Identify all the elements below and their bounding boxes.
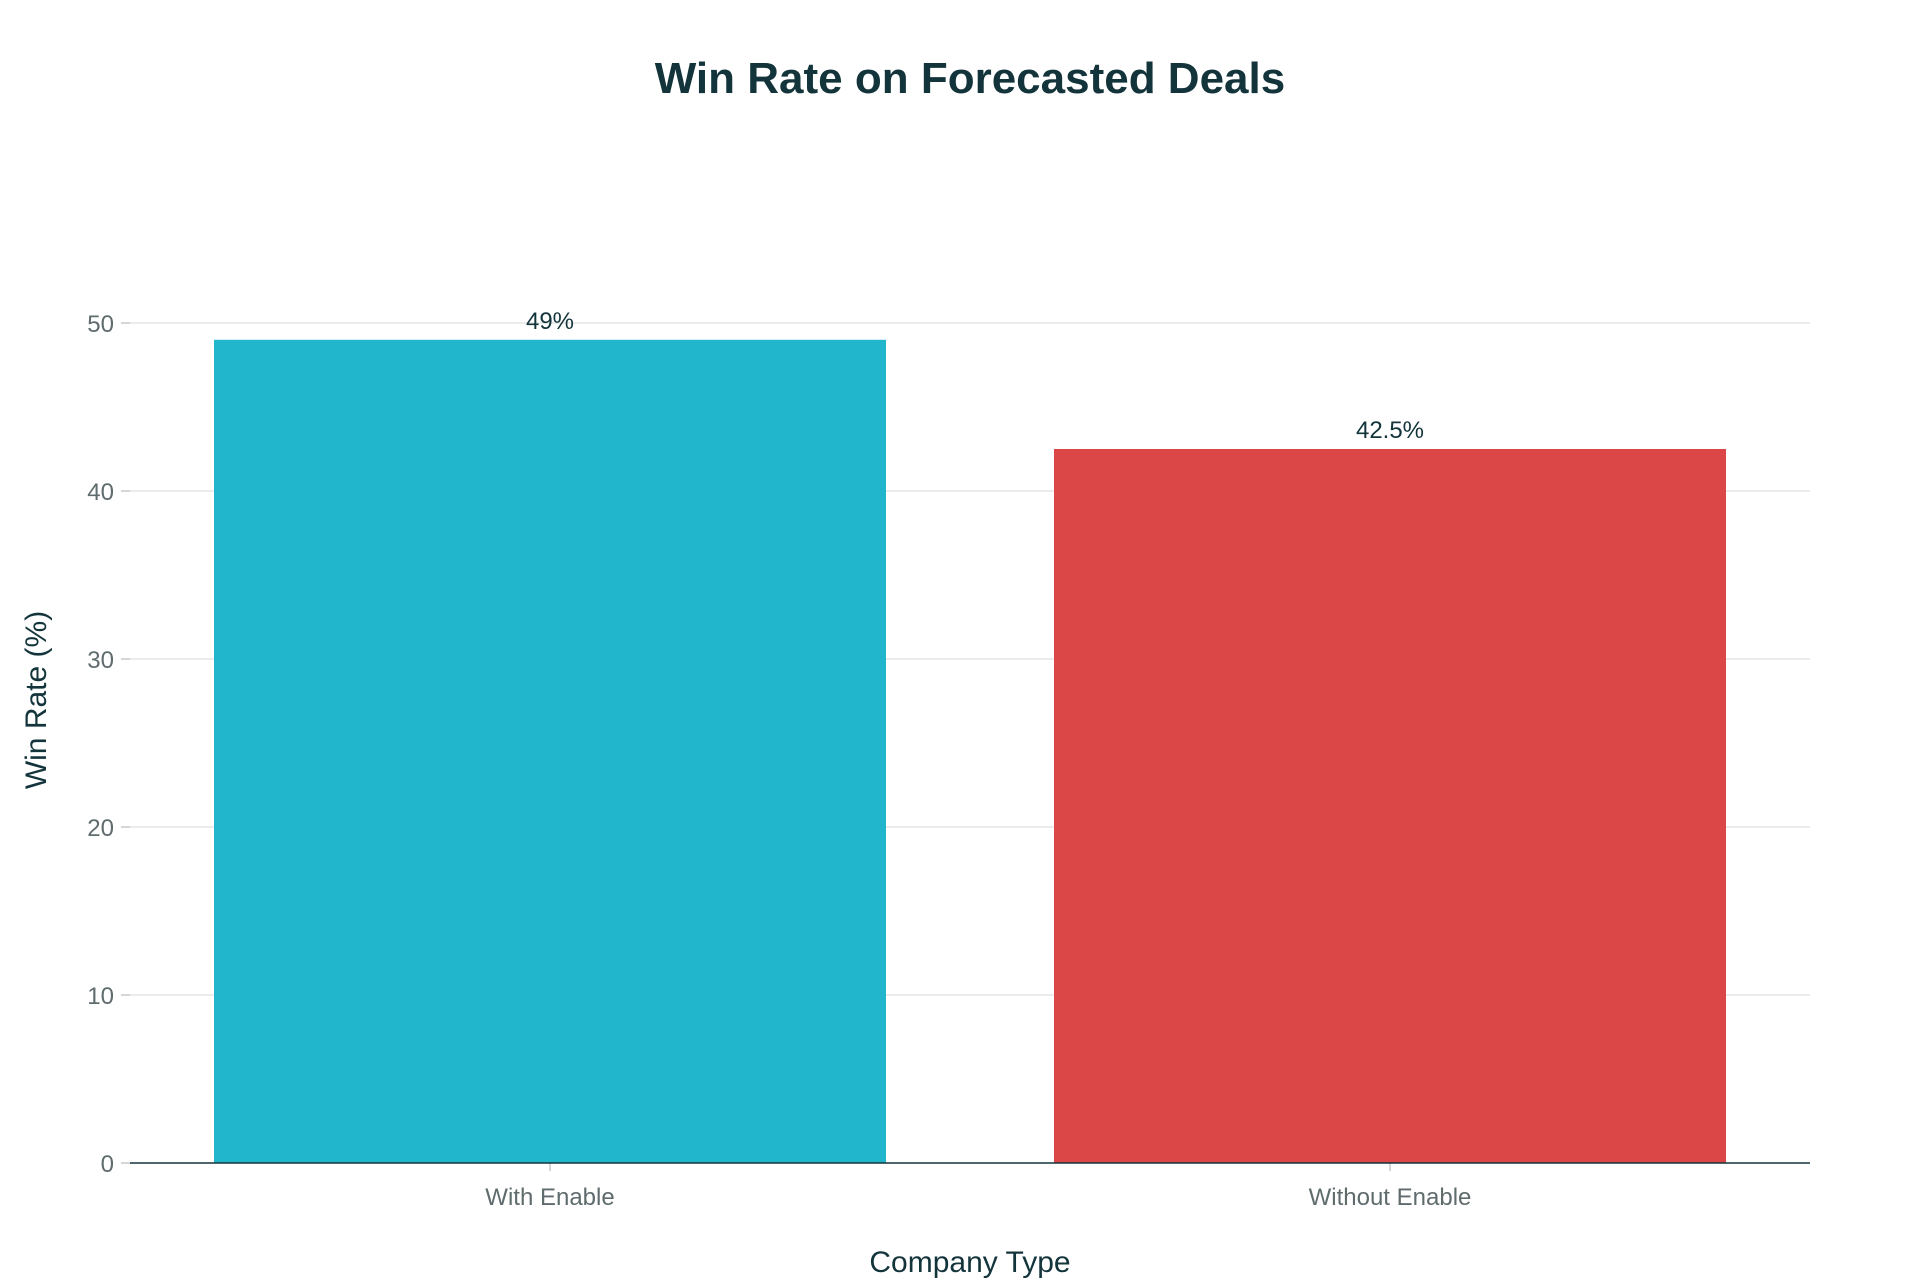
x-tick-label: With Enable bbox=[485, 1184, 614, 1211]
y-tick-label: 30 bbox=[87, 647, 114, 674]
x-tick-label: Without Enable bbox=[1309, 1184, 1472, 1211]
y-tick-label: 40 bbox=[87, 479, 114, 506]
bar bbox=[214, 339, 886, 1163]
data-labels: 49% 42.5% bbox=[526, 308, 1424, 444]
bar-data-label: 49% bbox=[526, 308, 574, 335]
y-axis: 0 10 20 30 40 50 bbox=[87, 311, 130, 1178]
y-tick-label: 20 bbox=[87, 815, 114, 842]
x-axis: With Enable Without Enable bbox=[130, 1162, 1810, 1211]
y-tick-label: 10 bbox=[87, 983, 114, 1010]
bars bbox=[214, 339, 1726, 1163]
y-axis-title: Win Rate (%) bbox=[20, 611, 53, 789]
bar bbox=[1054, 449, 1726, 1163]
bar-data-label: 42.5% bbox=[1356, 417, 1424, 444]
chart-title: Win Rate on Forecasted Deals bbox=[655, 54, 1285, 103]
x-axis-title: Company Type bbox=[869, 1246, 1070, 1279]
y-tick-label: 50 bbox=[87, 311, 114, 338]
y-tick-label: 0 bbox=[101, 1151, 114, 1178]
